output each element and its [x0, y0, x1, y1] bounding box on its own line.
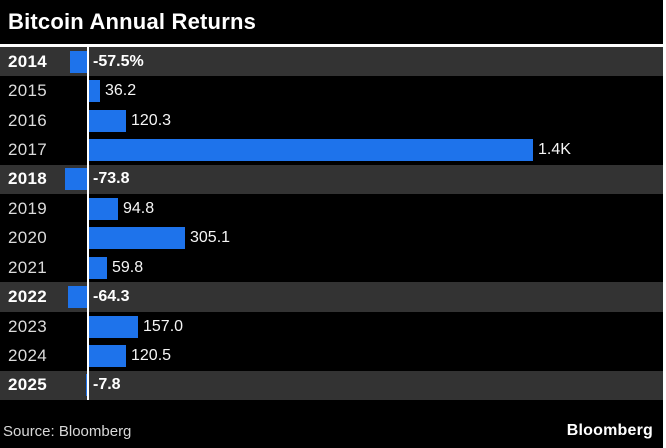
return-bar	[68, 286, 88, 309]
value-label: 59.8	[112, 258, 144, 276]
year-label: 2022	[8, 287, 48, 307]
value-label: 157.0	[143, 317, 184, 335]
year-label: 2016	[8, 110, 48, 130]
year-label: 2023	[8, 316, 48, 336]
chart-row-2023: 2023 157.0	[0, 312, 663, 341]
chart-row-2022: 2022 -64.3	[0, 282, 663, 312]
return-bar	[88, 197, 118, 220]
row-plot: 305.1	[88, 224, 663, 253]
value-label: 120.5	[131, 346, 172, 364]
return-bar	[88, 80, 100, 103]
value-label: -73.8	[93, 170, 130, 188]
return-bar	[88, 227, 185, 250]
value-label: 36.2	[105, 82, 137, 100]
chart-row-2016: 2016 120.3	[0, 106, 663, 135]
row-plot: -7.8	[86, 371, 663, 400]
chart-plot-area: 2014 -57.5% 2015 36.2 2016 120.3 2017 1.4K 2018 -…	[0, 47, 663, 401]
chart-row-2017: 2017 1.4K	[0, 135, 663, 164]
value-label: -64.3	[93, 288, 130, 306]
chart-row-2015: 2015 36.2	[0, 76, 663, 105]
row-plot: 120.5	[88, 341, 663, 370]
return-bar	[70, 50, 88, 73]
value-label: -7.8	[93, 376, 121, 394]
row-plot: -64.3	[68, 282, 663, 311]
source-note: Source: Bloomberg	[3, 423, 132, 440]
value-label: 94.8	[123, 199, 155, 217]
return-bar	[88, 344, 126, 367]
row-plot: 36.2	[88, 76, 663, 105]
chart-row-2025: 2025 -7.8	[0, 370, 663, 401]
bloomberg-logo: Bloomberg	[566, 422, 653, 439]
chart-title: Bitcoin Annual Returns	[8, 9, 257, 34]
return-bar	[88, 256, 107, 279]
return-bar	[88, 138, 533, 161]
row-plot: 59.8	[88, 253, 663, 282]
year-label: 2015	[8, 81, 48, 101]
year-label: 2017	[8, 139, 48, 159]
value-label: 120.3	[131, 111, 172, 129]
return-bar	[88, 315, 138, 338]
chart-footer: Source: Bloomberg Bloomberg	[0, 400, 663, 448]
chart-header: Bitcoin Annual Returns	[0, 0, 663, 44]
row-plot: 94.8	[88, 194, 663, 223]
chart-row-2024: 2024 120.5	[0, 341, 663, 370]
chart-row-2020: 2020 305.1	[0, 224, 663, 253]
value-label: 1.4K	[538, 140, 571, 158]
zero-baseline	[87, 47, 89, 400]
chart-row-2014: 2014 -57.5%	[0, 47, 663, 77]
row-plot: 157.0	[88, 312, 663, 341]
header-separator	[0, 44, 663, 47]
return-bar	[65, 168, 88, 191]
row-plot: -57.5%	[70, 47, 663, 76]
year-label: 2019	[8, 198, 48, 218]
year-label: 2021	[8, 257, 48, 277]
year-label: 2018	[8, 169, 48, 189]
value-label: -57.5%	[93, 52, 144, 70]
year-label: 2024	[8, 345, 48, 365]
return-bar	[88, 109, 126, 132]
year-label: 2020	[8, 228, 48, 248]
row-plot: 120.3	[88, 106, 663, 135]
year-label: 2014	[8, 51, 48, 71]
chart-row-2021: 2021 59.8	[0, 253, 663, 282]
year-label: 2025	[8, 375, 48, 395]
row-plot: 1.4K	[88, 135, 663, 164]
value-label: 305.1	[190, 229, 231, 247]
row-plot: -73.8	[65, 165, 663, 194]
chart-row-2018: 2018 -73.8	[0, 164, 663, 195]
chart-row-2019: 2019 94.8	[0, 194, 663, 223]
